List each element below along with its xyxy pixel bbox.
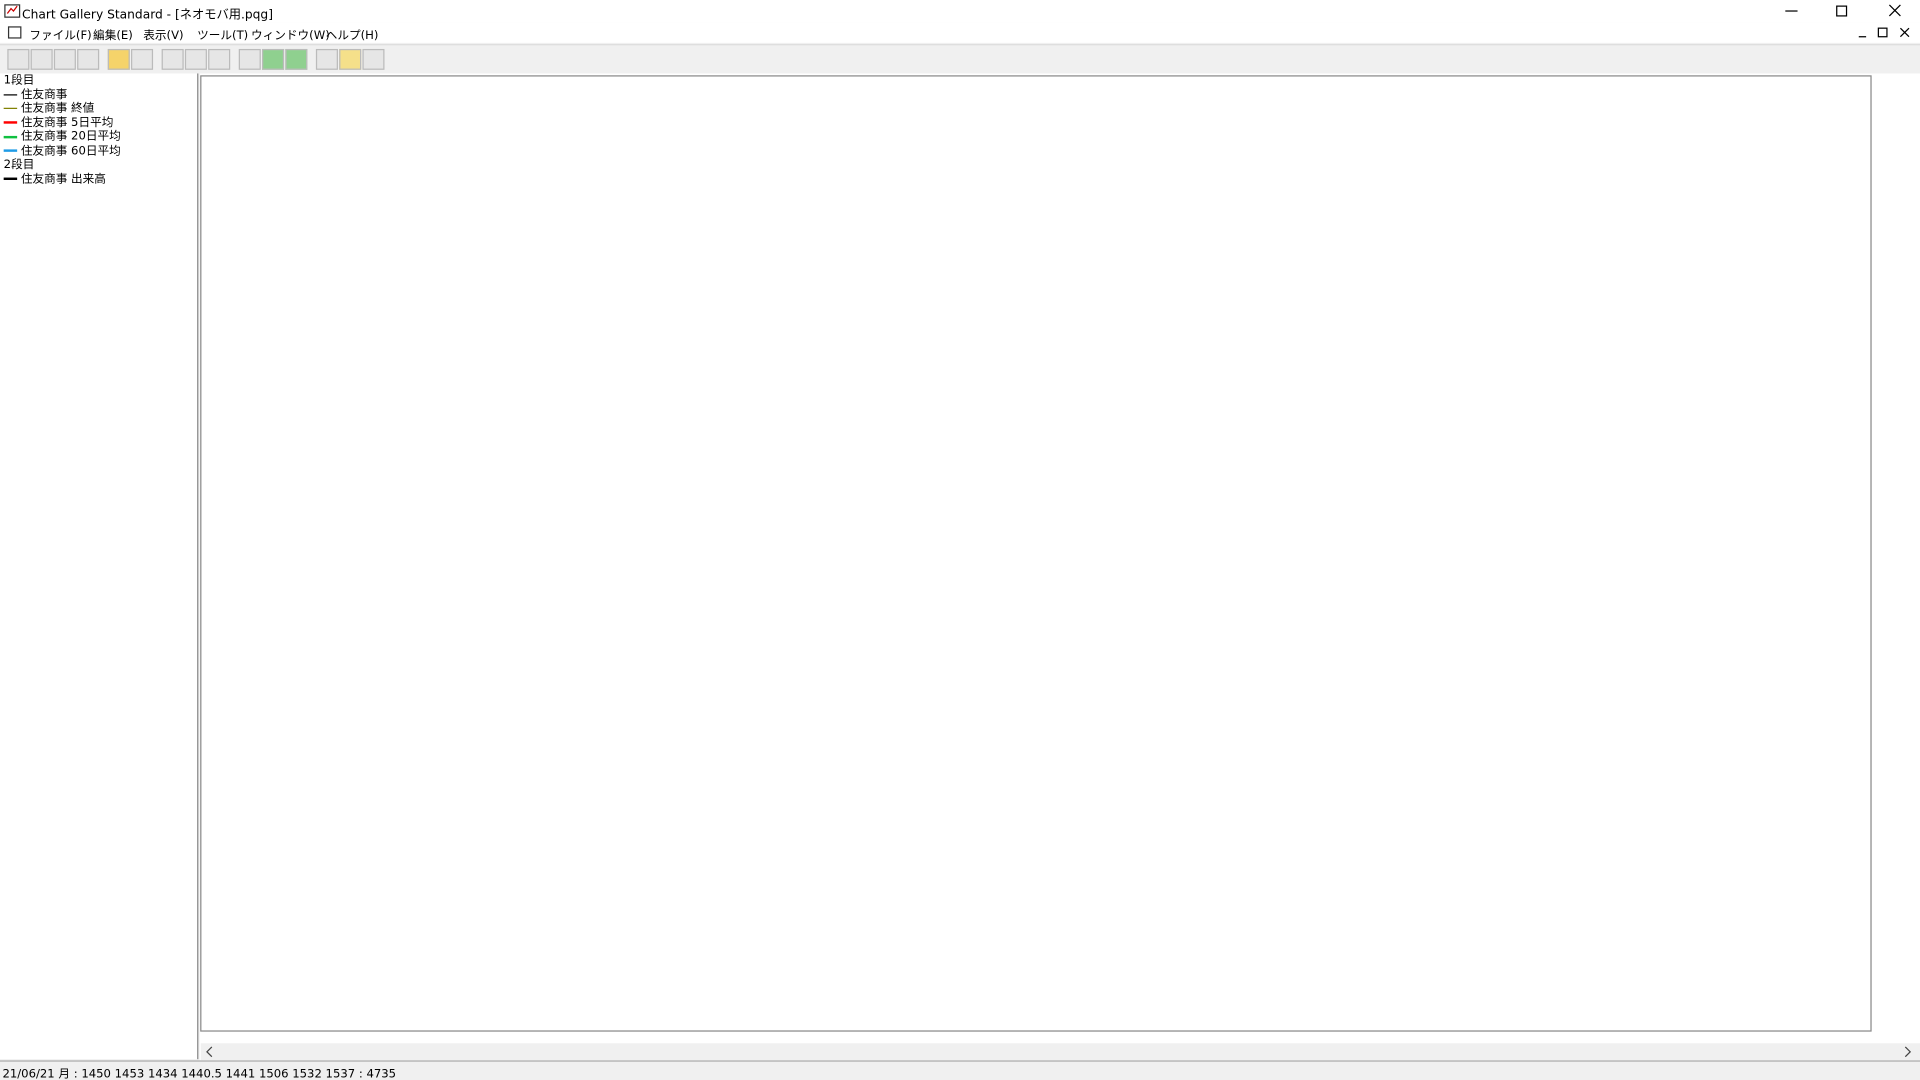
- status-text: 21/06/21 月 : 1450 1453 1434 1440.5 1441 …: [2, 1067, 397, 1080]
- menu-item[interactable]: ウィンドウ(W): [251, 29, 330, 43]
- tool-button[interactable]: [161, 48, 184, 70]
- tool-button[interactable]: [262, 48, 285, 70]
- legend-pane-label: 1段目: [3, 73, 35, 87]
- menu-item[interactable]: ファイル(F): [29, 29, 92, 43]
- toolbar: [0, 44, 1920, 73]
- app-icon: [4, 4, 21, 18]
- chart-background: [199, 73, 1920, 1061]
- menu-item[interactable]: 表示(V): [143, 29, 184, 43]
- restore-button[interactable]: [1836, 5, 1848, 17]
- legend-item[interactable]: 住友商事 終値: [0, 102, 197, 116]
- legend-item[interactable]: 住友商事: [0, 88, 197, 102]
- menu-item[interactable]: ツール(T): [197, 29, 249, 43]
- window-controls[interactable]: [1773, 0, 1920, 22]
- tool-button[interactable]: [339, 48, 362, 70]
- menu-bar: ファイル(F) 編集(E) 表示(V) ツール(T) ウィンドウ(W) ヘルプ(…: [0, 22, 1920, 43]
- tool-button[interactable]: [238, 48, 261, 70]
- tool-button[interactable]: [208, 48, 231, 70]
- tool-button[interactable]: [285, 48, 308, 70]
- legend-pane-label: 2段目: [3, 157, 35, 172]
- tool-button[interactable]: [131, 48, 154, 70]
- scrollbar[interactable]: [200, 1043, 1920, 1061]
- legend-label: 住友商事 20日平均: [20, 129, 121, 144]
- window-title: Chart Gallery Standard - [ネオモバ用.pqg]: [22, 8, 273, 23]
- legend-label: 住友商事 60日平均: [20, 143, 121, 158]
- scroll-right[interactable]: [1904, 1046, 1912, 1058]
- tool-button[interactable]: [7, 48, 30, 70]
- legend-panel: 1段目 住友商事 住友商事 終値 住友商事 5日平均 住友商事 20日平均 住友…: [0, 73, 199, 1060]
- doc-icon[interactable]: [7, 26, 22, 41]
- legend-label: 住友商事 5日平均: [20, 115, 114, 130]
- close-button[interactable]: [1888, 4, 1901, 17]
- scroll-left[interactable]: [206, 1046, 213, 1058]
- tool-button[interactable]: [362, 48, 385, 70]
- tool-button[interactable]: [30, 48, 53, 70]
- tool-button[interactable]: [77, 48, 100, 70]
- menu-item[interactable]: ヘルプ(H): [325, 29, 379, 43]
- tool-button[interactable]: [107, 48, 130, 70]
- plot-frame: [200, 75, 1872, 1032]
- legend-label: 住友商事: [20, 87, 68, 102]
- legend-item[interactable]: 住友商事 出来高: [0, 172, 197, 186]
- tool-button[interactable]: [184, 48, 207, 70]
- title-bar: Chart Gallery Standard - [ネオモバ用.pqg]: [0, 0, 1920, 23]
- legend-label: 住友商事 終値: [20, 101, 95, 116]
- legend-item[interactable]: 住友商事 60日平均: [0, 144, 197, 158]
- mdi-controls[interactable]: [1854, 23, 1915, 43]
- chart: [199, 73, 1920, 1061]
- status-bar: 21/06/21 月 : 1450 1453 1434 1440.5 1441 …: [0, 1060, 1920, 1080]
- legend-label: 住友商事 出来高: [20, 172, 106, 186]
- tool-button[interactable]: [315, 48, 338, 70]
- menu-item[interactable]: 編集(E): [93, 29, 133, 43]
- tool-button[interactable]: [53, 48, 76, 70]
- legend-item[interactable]: 住友商事 5日平均: [0, 116, 197, 130]
- legend-item[interactable]: 住友商事 20日平均: [0, 130, 197, 144]
